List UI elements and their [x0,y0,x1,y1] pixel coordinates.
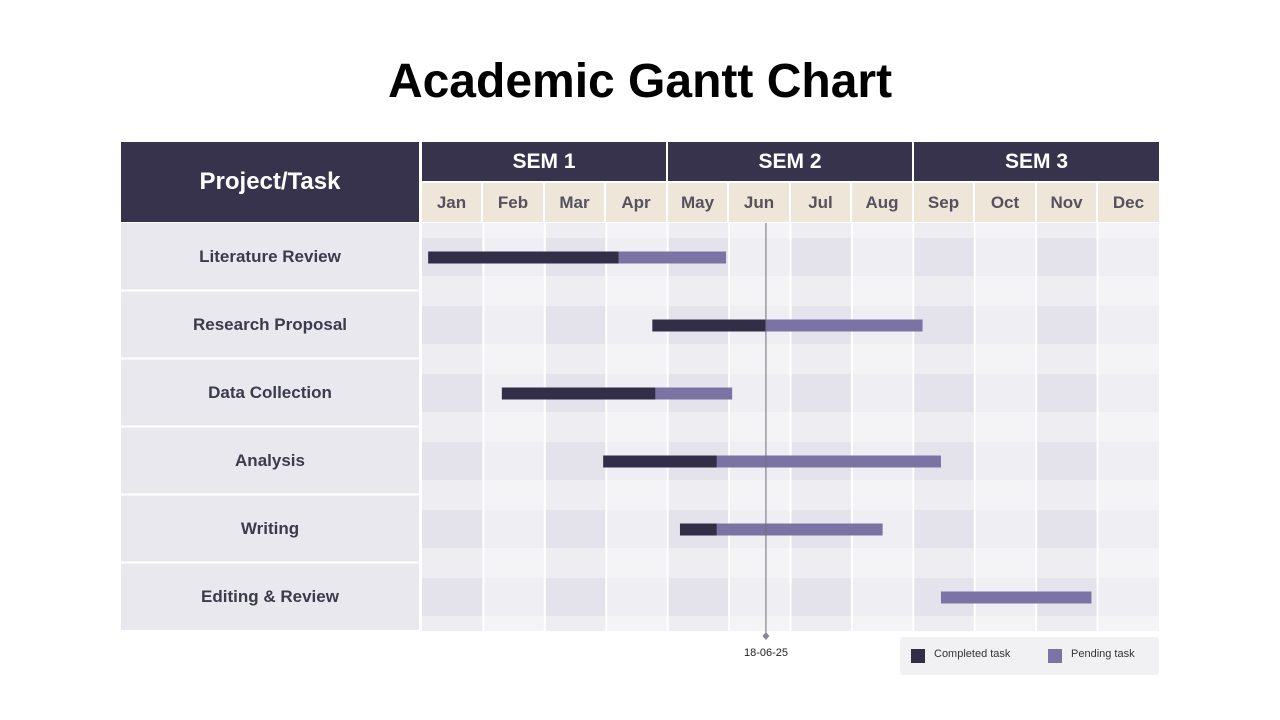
month-header-feb: Feb [483,183,543,222]
completed-bar-literature-review [428,251,619,264]
legend-completed-label: Completed task [934,648,1011,660]
semester-header-3: SEM 3 [914,142,1159,181]
month-column-bg-11 [1097,223,1159,631]
month-header-nov: Nov [1037,183,1096,222]
month-header-oct: Oct [975,183,1035,222]
completed-bar-research-proposal [652,319,766,332]
pending-swatch [1048,649,1062,663]
task-label-literature-review: Literature Review [121,223,419,290]
semester-header-1: SEM 1 [422,142,666,181]
month-header-dec: Dec [1098,183,1159,222]
project-task-header: Project/Task [121,142,419,222]
month-column-bg-3 [606,223,668,631]
pending-bar-writing [716,523,883,536]
month-column-bg-2 [544,223,607,631]
pending-bar-research-proposal [765,319,923,332]
legend-pending-label: Pending task [1071,648,1135,660]
pending-bar-editing-review [940,591,1092,604]
month-column-bg-4 [667,223,730,631]
legend: Completed task Pending task [900,637,1159,675]
today-marker-diamond [762,632,770,640]
task-label-editing-review: Editing & Review [121,563,419,630]
today-marker-label: 18-06-25 [743,647,789,659]
month-column-bg-10 [1036,223,1098,631]
pending-bar-analysis [716,455,941,468]
pending-bar-literature-review [618,251,727,264]
month-header-aug: Aug [852,183,912,222]
month-column-bg-7 [851,223,914,631]
month-header-may: May [668,183,727,222]
month-column-bg-9 [974,223,1037,631]
month-column-bg-1 [483,223,545,631]
task-label-writing: Writing [121,495,419,562]
completed-swatch [911,649,925,663]
page-title: Academic Gantt Chart [387,55,893,108]
month-header-jun: Jun [729,183,789,222]
month-header-mar: Mar [545,183,604,222]
month-header-apr: Apr [606,183,666,222]
month-header-jul: Jul [791,183,850,222]
month-column-bg-0 [422,223,484,631]
month-header-sep: Sep [914,183,973,222]
month-column-bg-8 [913,223,975,631]
month-header-jan: Jan [422,183,481,222]
completed-bar-writing [679,523,717,536]
completed-bar-data-collection [501,387,656,400]
task-label-analysis: Analysis [121,427,419,494]
task-label-data-collection: Data Collection [121,359,419,426]
month-column-bg-5 [729,223,791,631]
semester-header-2: SEM 2 [668,142,912,181]
completed-bar-analysis [603,455,717,468]
pending-bar-data-collection [655,387,733,400]
month-column-bg-6 [790,223,852,631]
task-label-research-proposal: Research Proposal [121,291,419,358]
